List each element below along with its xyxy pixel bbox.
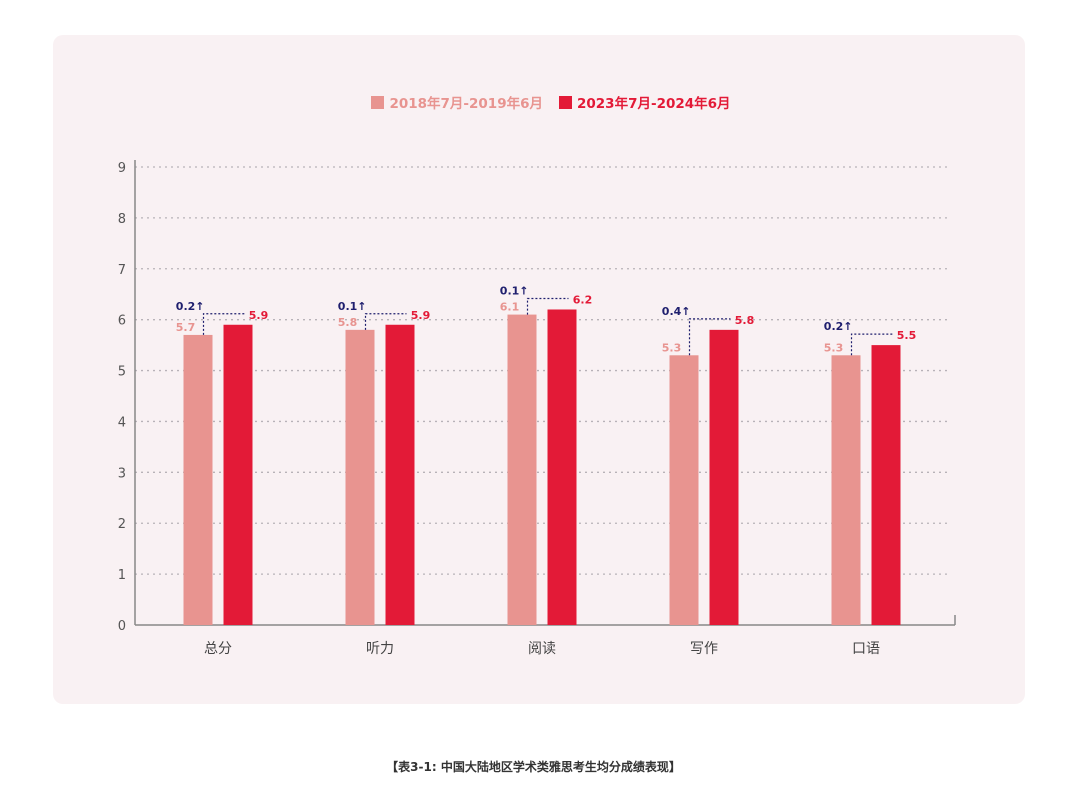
data-label-series-2: 5.5 [897, 329, 917, 342]
bar-series-2 [223, 324, 253, 625]
delta-label: 0.1↑ [338, 300, 367, 313]
x-tick-label: 阅读 [528, 640, 556, 657]
legend-label-series-2: 2023年7月-2024年6月 [577, 96, 731, 112]
delta-label: 0.2↑ [176, 300, 205, 313]
data-label-series-1: 6.1 [500, 301, 520, 314]
x-tick-label: 总分 [204, 641, 232, 657]
bar-series-2 [385, 324, 415, 625]
bar-series-2 [709, 329, 739, 625]
legend-item-series-2: 2023年7月-2024年6月 [559, 92, 731, 112]
delta-label: 0.4↑ [662, 305, 691, 318]
data-label-series-2: 5.8 [735, 314, 755, 327]
bar-series-1 [507, 314, 537, 625]
data-label-series-2: 6.2 [573, 293, 593, 306]
delta-bracket [850, 333, 893, 356]
delta-bracket [364, 313, 407, 330]
chart-caption: 【表3-1: 中国大陆地区学术类雅思考生均分成绩表现】 [386, 760, 681, 774]
y-tick-label: 0 [118, 619, 126, 634]
delta-bracket [688, 318, 731, 356]
chart-panel [53, 35, 1025, 704]
x-tick-label: 听力 [366, 641, 394, 657]
chart-legend: 2018年7月-2019年6月 2023年7月-2024年6月 [0, 92, 1067, 112]
legend-label-series-1: 2018年7月-2019年6月 [389, 96, 543, 112]
y-tick-label: 8 [118, 212, 126, 227]
y-tick-label: 2 [118, 517, 126, 532]
delta-label: 0.1↑ [500, 284, 529, 297]
delta-bracket [526, 297, 569, 315]
x-tick-label: 写作 [690, 641, 718, 657]
bar-series-2 [871, 345, 901, 625]
data-label-series-1: 5.7 [176, 321, 196, 334]
data-label-series-1: 5.3 [662, 341, 682, 354]
delta-label: 0.2↑ [824, 320, 853, 333]
bar-series-1 [183, 334, 213, 625]
data-label-series-2: 5.9 [249, 309, 269, 322]
y-tick-label: 3 [118, 466, 126, 481]
data-label-series-1: 5.8 [338, 316, 358, 329]
bar-series-1 [831, 355, 861, 625]
bar-series-1 [669, 355, 699, 625]
data-label-series-1: 5.3 [824, 341, 844, 354]
delta-bracket [202, 313, 245, 335]
y-tick-label: 9 [118, 161, 126, 176]
bar-series-1 [345, 329, 375, 625]
y-tick-label: 4 [118, 415, 126, 430]
bar-series-2 [547, 309, 577, 625]
data-label-series-2: 5.9 [411, 309, 431, 322]
y-tick-label: 1 [118, 568, 126, 583]
y-tick-label: 5 [118, 365, 126, 380]
legend-item-series-1: 2018年7月-2019年6月 [371, 92, 543, 112]
y-tick-label: 6 [118, 314, 126, 329]
x-tick-label: 口语 [852, 641, 880, 657]
legend-swatch-series-2 [559, 95, 572, 109]
y-tick-label: 7 [118, 263, 126, 278]
legend-swatch-series-1 [371, 95, 385, 109]
